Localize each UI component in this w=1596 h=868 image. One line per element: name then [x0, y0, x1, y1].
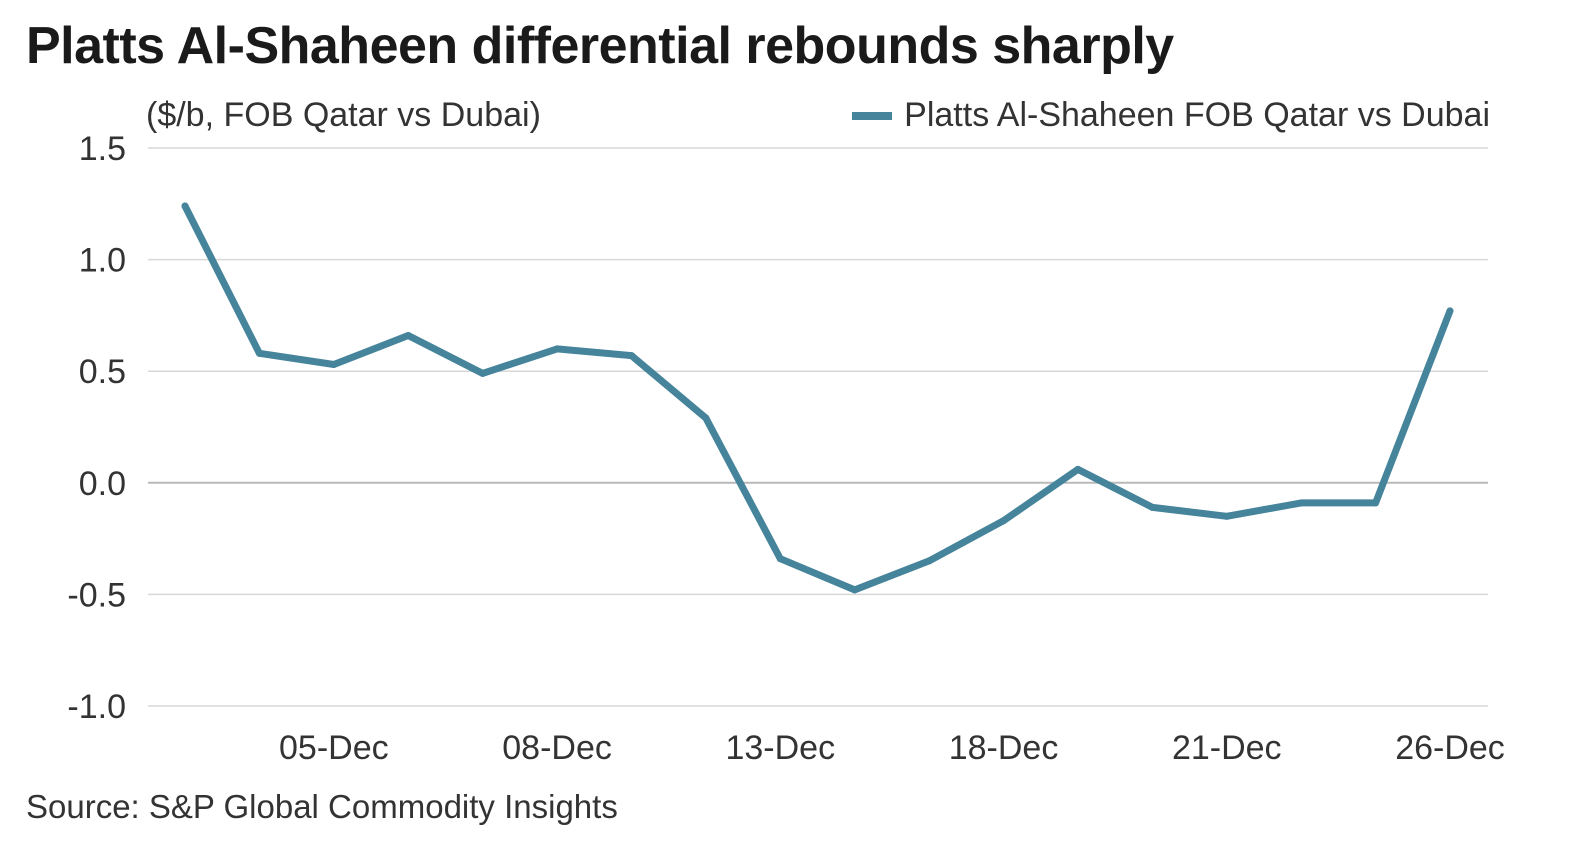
data-point — [255, 349, 263, 357]
data-point — [925, 557, 933, 565]
data-point — [404, 331, 412, 339]
y-tick-label: 0.5 — [79, 353, 126, 391]
x-tick-label: 21-Dec — [1172, 729, 1282, 767]
data-point — [1000, 517, 1008, 525]
legend-swatch — [852, 111, 893, 120]
data-point — [851, 586, 859, 594]
x-tick-label: 05-Dec — [279, 729, 389, 767]
data-point — [330, 361, 338, 369]
series-layer — [181, 202, 1454, 594]
chart-title: Platts Al-Shaheen differential rebounds … — [26, 17, 1174, 75]
x-axis-ticks: 05-Dec 08-Dec 13-Dec 18-Dec 21-Dec 26-Dec — [279, 729, 1505, 767]
x-tick-label: 18-Dec — [949, 729, 1059, 767]
data-point — [1297, 499, 1305, 507]
data-point — [702, 414, 710, 422]
data-point — [776, 555, 784, 563]
data-point — [1074, 465, 1082, 473]
x-tick-label: 26-Dec — [1395, 729, 1505, 767]
y-tick-label: -1.0 — [67, 688, 126, 726]
y-axis-unit-label: ($/b, FOB Qatar vs Dubai) — [146, 96, 541, 134]
series-line — [181, 202, 1454, 594]
y-tick-label: 1.0 — [79, 242, 126, 280]
data-point — [1446, 307, 1454, 315]
y-tick-label: 1.5 — [79, 130, 126, 168]
data-point — [1148, 503, 1156, 511]
data-point — [553, 345, 561, 353]
data-point — [1372, 499, 1380, 507]
y-tick-label: -0.5 — [67, 576, 126, 614]
x-tick-label: 13-Dec — [725, 729, 835, 767]
data-point — [627, 352, 635, 360]
data-point — [479, 369, 487, 377]
source-note: Source: S&P Global Commodity Insights — [26, 788, 618, 825]
data-point — [1223, 512, 1231, 520]
gridlines — [148, 147, 1488, 707]
data-point — [181, 202, 189, 210]
legend: Platts Al-Shaheen FOB Qatar vs Dubai — [852, 96, 1490, 135]
legend-label: Platts Al-Shaheen FOB Qatar vs Dubai — [904, 96, 1490, 134]
y-axis-ticks: 1.5 1.0 0.5 0.0 -0.5 -1.0 — [67, 130, 126, 726]
x-tick-label: 08-Dec — [502, 729, 612, 767]
y-tick-label: 0.0 — [79, 465, 126, 503]
